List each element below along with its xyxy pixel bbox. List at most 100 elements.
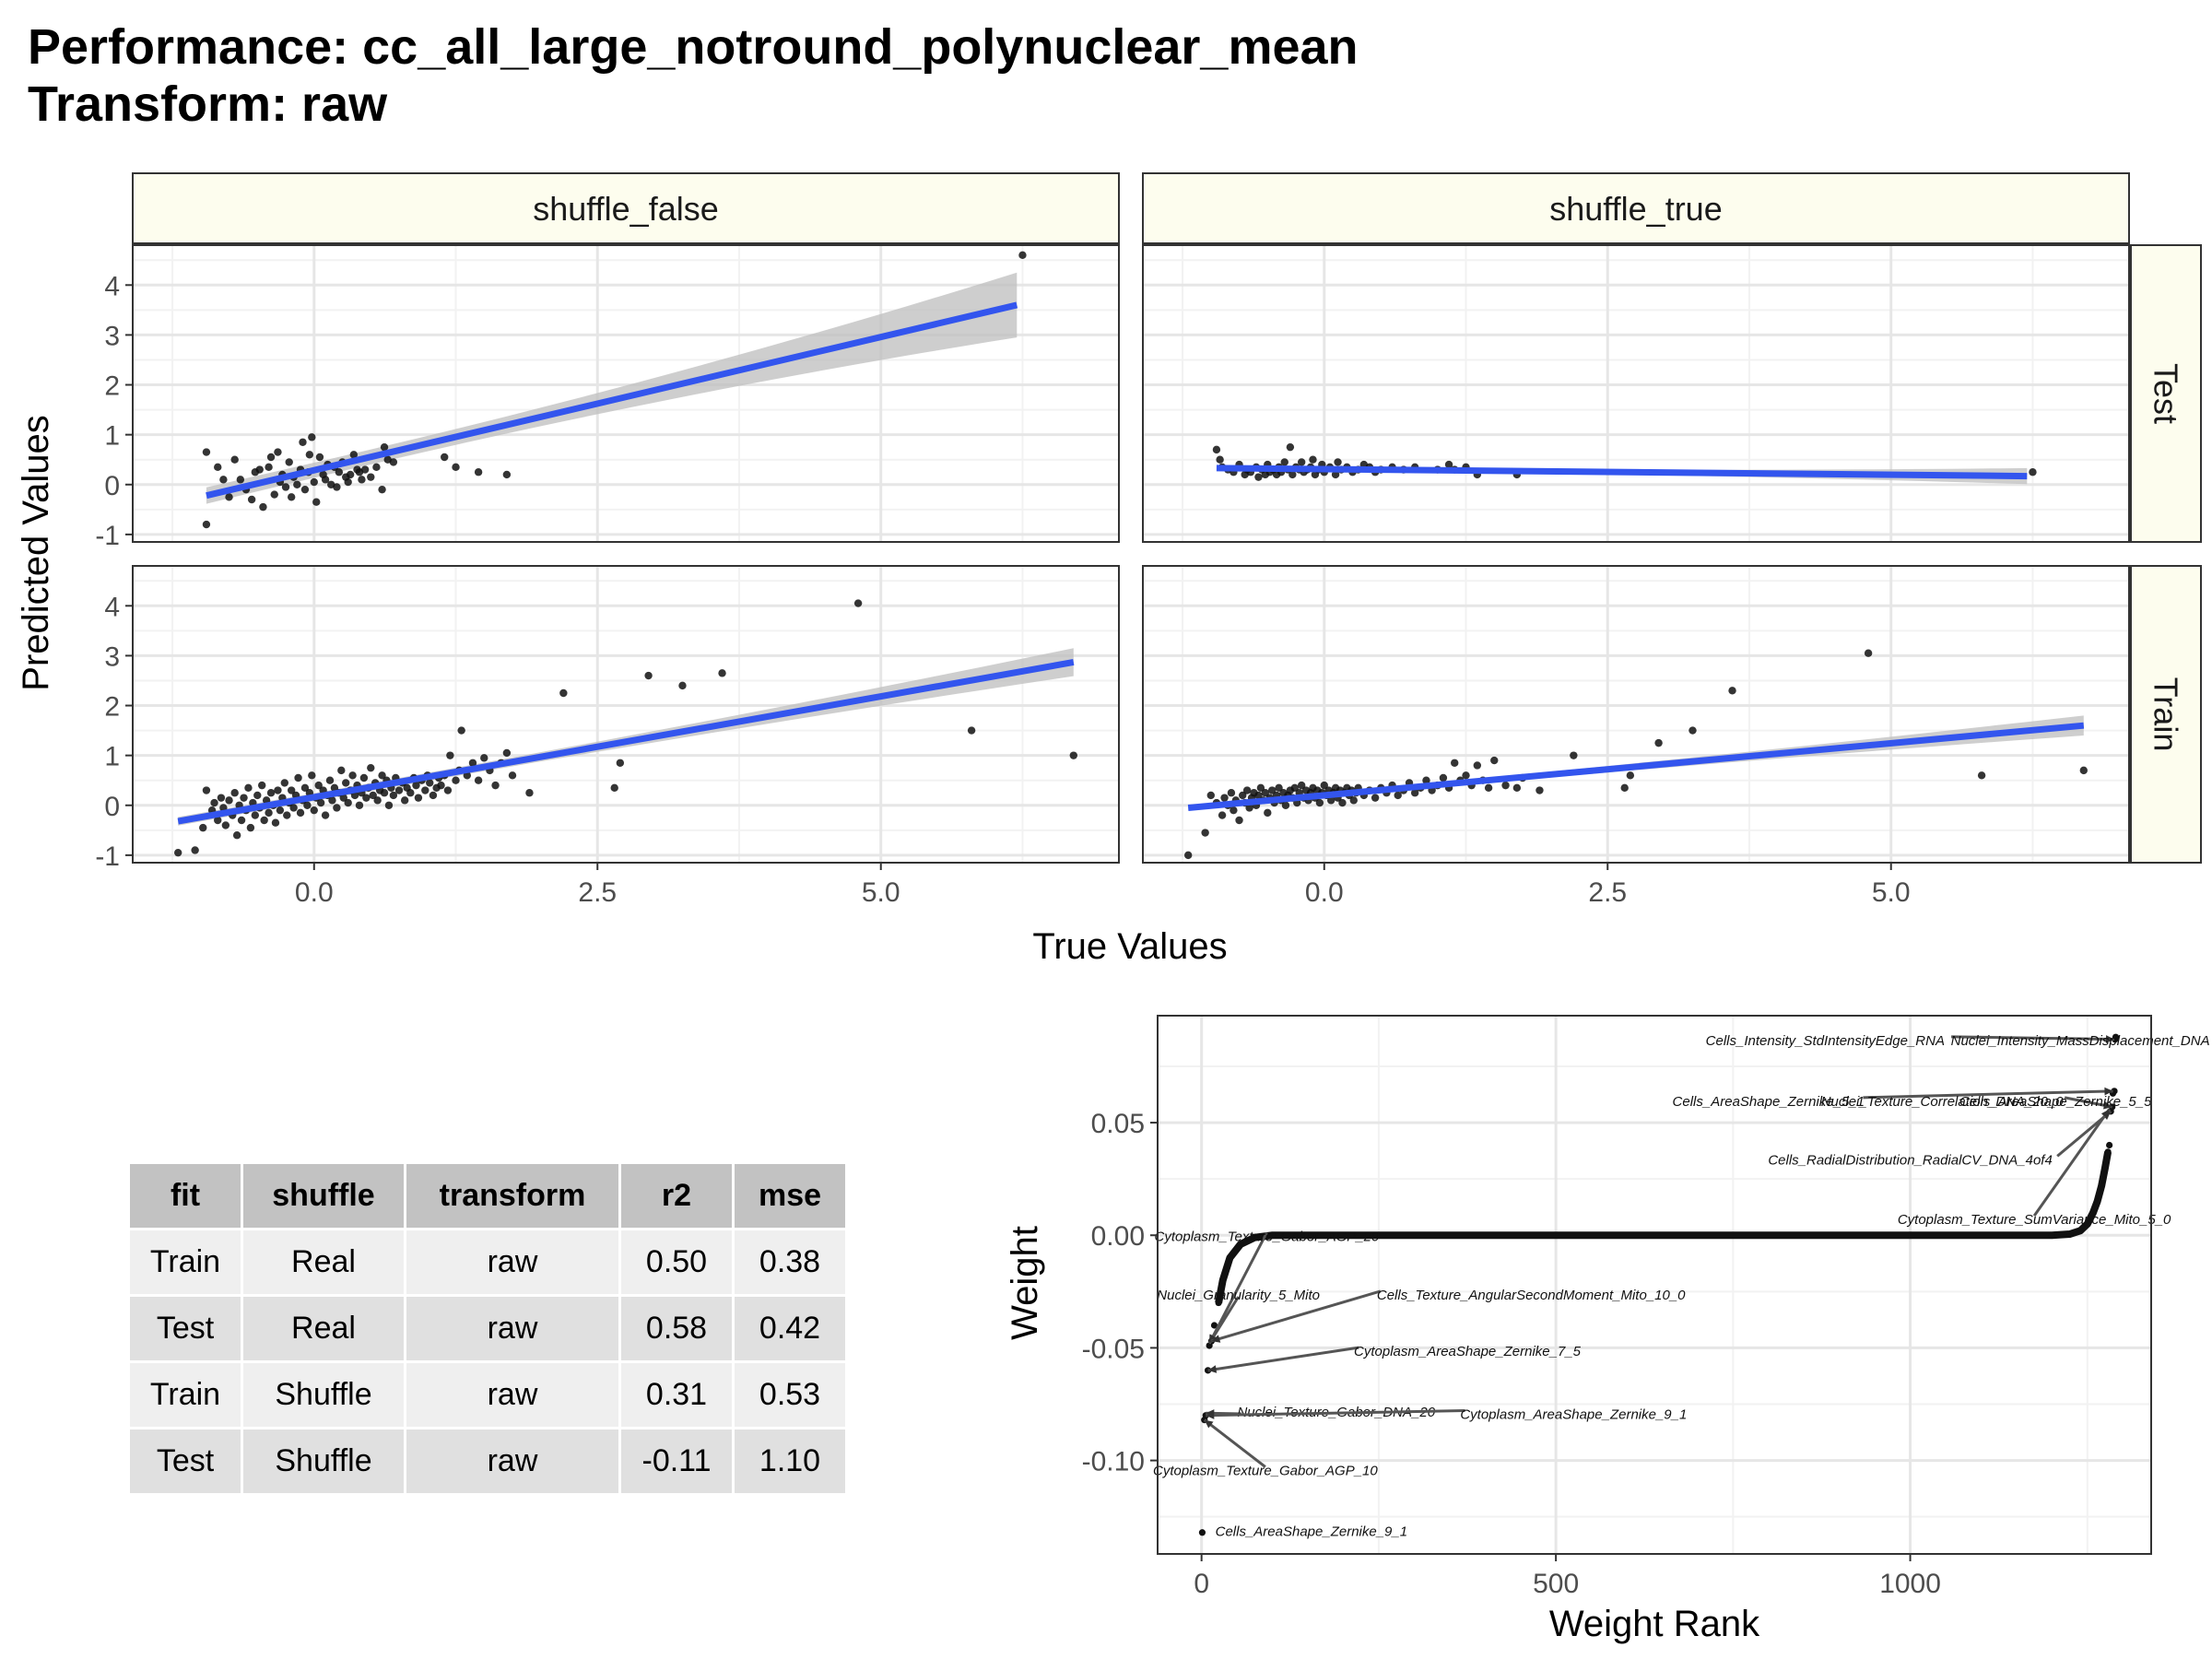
data-point bbox=[616, 759, 625, 767]
data-point bbox=[300, 783, 310, 793]
x-axis-title: Weight Rank bbox=[1549, 1604, 1760, 1644]
data-point bbox=[2029, 468, 2037, 477]
data-point bbox=[246, 823, 255, 832]
y-tick-label: -1 bbox=[95, 521, 120, 551]
data-point bbox=[1371, 794, 1380, 802]
data-point bbox=[255, 465, 264, 474]
facet-row-label: Test bbox=[2147, 363, 2185, 424]
x-tick-label: 0.0 bbox=[295, 877, 334, 908]
data-point bbox=[384, 801, 394, 809]
data-point bbox=[1570, 751, 1578, 759]
label-arrow bbox=[2032, 1108, 2111, 1218]
data-point bbox=[1410, 789, 1419, 797]
header-fit: fit bbox=[130, 1164, 241, 1228]
data-point bbox=[1462, 771, 1470, 780]
label-arrow bbox=[1951, 1035, 2115, 1041]
title-line-1: Performance: cc_all_large_notround_polyn… bbox=[28, 19, 1359, 75]
data-point bbox=[232, 831, 241, 840]
data-point bbox=[1864, 649, 1873, 657]
data-point bbox=[1501, 781, 1510, 790]
data-point bbox=[335, 468, 344, 477]
data-point bbox=[310, 806, 318, 815]
data-point bbox=[502, 748, 512, 758]
data-point bbox=[1280, 458, 1288, 466]
data-point bbox=[191, 846, 199, 854]
data-point bbox=[244, 783, 253, 793]
data-point bbox=[1315, 798, 1324, 807]
data-point bbox=[276, 806, 285, 815]
label-arrowhead bbox=[2101, 1111, 2112, 1120]
data-point bbox=[359, 773, 369, 782]
panel-background bbox=[1143, 245, 2129, 542]
header-mse: mse bbox=[735, 1164, 845, 1228]
y-tick-label: 0.00 bbox=[1091, 1221, 1145, 1252]
data-point bbox=[344, 798, 352, 807]
panel-shuffle-false-train bbox=[132, 565, 1120, 864]
weight-feature-label: Cytoplasm_Texture_Gabor_AGP_10 bbox=[1153, 1464, 1378, 1479]
data-point bbox=[348, 771, 357, 780]
weight-point bbox=[1226, 1254, 1234, 1262]
data-point bbox=[1654, 738, 1663, 747]
label-arrowhead bbox=[1204, 1419, 1214, 1429]
cell-shuffle: Real bbox=[243, 1297, 404, 1360]
data-point bbox=[1977, 771, 1986, 780]
data-point bbox=[1688, 726, 1697, 735]
header-transform: transform bbox=[406, 1164, 618, 1228]
data-point bbox=[247, 495, 256, 504]
table-row: Test Real raw 0.58 0.42 bbox=[130, 1297, 845, 1360]
y-tick-label: 3 bbox=[104, 641, 120, 672]
weight-point bbox=[1251, 1234, 1258, 1241]
facet-strip-train bbox=[2130, 565, 2202, 864]
x-tick-label: 5.0 bbox=[1872, 877, 1911, 908]
data-point bbox=[280, 779, 289, 787]
facet-strip-label: shuffle_false bbox=[533, 190, 718, 228]
data-point bbox=[441, 453, 449, 462]
data-point bbox=[253, 791, 262, 800]
data-point bbox=[1220, 794, 1229, 802]
data-point bbox=[225, 796, 233, 805]
data-point bbox=[202, 448, 211, 456]
data-point bbox=[266, 453, 276, 462]
data-point bbox=[1473, 761, 1482, 770]
title-line-2: Transform: raw bbox=[28, 76, 388, 132]
weight-feature-label: Nuclei_Texture_Correlation_DNA_20_0 bbox=[1821, 1094, 2065, 1110]
data-point bbox=[344, 477, 352, 487]
data-point bbox=[349, 451, 359, 459]
data-point bbox=[214, 463, 222, 472]
label-arrow bbox=[1863, 1089, 2113, 1100]
data-point bbox=[237, 816, 246, 825]
data-point bbox=[360, 465, 370, 474]
y-tick-label: -1 bbox=[95, 841, 120, 872]
data-point bbox=[389, 791, 398, 800]
label-arrow bbox=[2056, 1110, 2112, 1158]
data-point bbox=[380, 789, 389, 797]
cell-fit: Test bbox=[130, 1430, 241, 1493]
data-point bbox=[362, 794, 371, 802]
data-point bbox=[251, 811, 260, 819]
data-point bbox=[321, 811, 330, 819]
cell-mse: 0.38 bbox=[735, 1230, 845, 1294]
panel-shuffle-true-test bbox=[1142, 244, 2130, 543]
weight-point bbox=[2111, 1088, 2118, 1095]
weight-point bbox=[2101, 1164, 2109, 1171]
label-arrow bbox=[1211, 1289, 1382, 1343]
facet-strip-test bbox=[2130, 244, 2202, 543]
data-point bbox=[1230, 806, 1238, 815]
weight-point bbox=[1206, 1342, 1213, 1349]
data-point bbox=[305, 451, 314, 459]
data-point bbox=[294, 773, 302, 782]
data-point bbox=[274, 786, 282, 794]
weight-point bbox=[2109, 1089, 2117, 1097]
facet-strip-shuffle-true bbox=[1142, 172, 2130, 244]
data-point bbox=[853, 599, 863, 607]
y-tick-label: 1 bbox=[104, 421, 120, 452]
weight-point bbox=[2104, 1148, 2112, 1156]
data-point bbox=[355, 801, 364, 809]
data-point bbox=[429, 791, 438, 800]
data-point bbox=[230, 455, 239, 464]
weight-feature-label: Cytoplasm_Texture_SumVariance_Mito_5_0 bbox=[1898, 1212, 2171, 1228]
label-arrowhead bbox=[2103, 1100, 2112, 1110]
weight-point bbox=[2093, 1197, 2101, 1206]
data-point bbox=[330, 783, 339, 793]
label-arrowhead bbox=[1207, 1365, 1218, 1373]
